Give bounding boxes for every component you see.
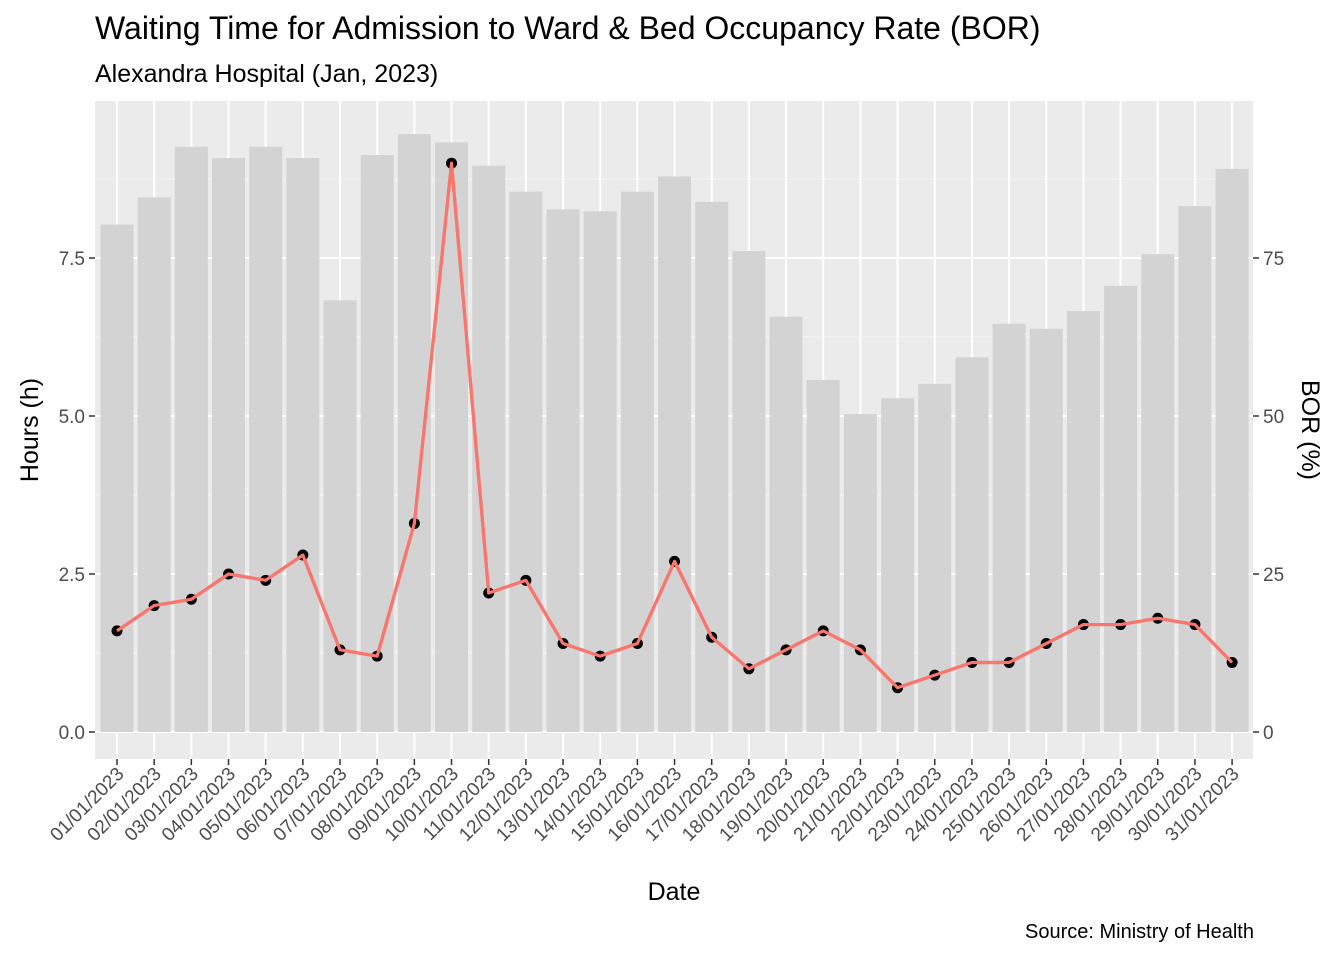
- y2-axis-title: BOR (%): [1296, 380, 1324, 480]
- bar: [397, 134, 431, 733]
- bar: [360, 154, 394, 732]
- y2-tick-label: 0: [1263, 723, 1274, 744]
- bar: [658, 176, 692, 733]
- bar: [1029, 328, 1063, 732]
- bar: [100, 224, 134, 732]
- bar: [843, 414, 877, 732]
- y-tick-label: 5.0: [59, 407, 85, 428]
- bar: [732, 251, 766, 732]
- x-axis: 01/01/202302/01/202303/01/202304/01/2023…: [46, 759, 1244, 846]
- x-axis-title: Date: [648, 878, 701, 906]
- bar: [1141, 254, 1175, 732]
- bar: [323, 300, 357, 732]
- bar: [212, 158, 246, 733]
- y-tick-label: 0.0: [59, 723, 85, 744]
- bar: [769, 316, 803, 732]
- bar: [1178, 206, 1212, 732]
- bar: [955, 357, 989, 732]
- waiting-time-line-overlay: [116, 161, 1234, 690]
- bar: [509, 191, 543, 732]
- y2-tick-label: 50: [1263, 407, 1284, 428]
- chart-caption: Source: Ministry of Health: [1025, 921, 1254, 943]
- bar: [881, 398, 915, 732]
- y2-tick-label: 75: [1263, 249, 1284, 270]
- point-series: [111, 157, 1238, 694]
- bar: [695, 201, 729, 732]
- bar: [137, 197, 171, 732]
- y-axis-left: 0.0 2.5 5.0 7.5: [59, 249, 95, 744]
- bar: [546, 209, 580, 732]
- bar: [174, 146, 208, 732]
- bar: [249, 146, 283, 732]
- y-tick-label: 7.5: [59, 249, 85, 270]
- bar: [1104, 285, 1138, 732]
- bar: [583, 211, 617, 732]
- bar: [1066, 311, 1100, 732]
- bar: [620, 191, 654, 732]
- bar: [806, 379, 840, 732]
- chart-title: Waiting Time for Admission to Ward & Bed…: [95, 10, 1041, 46]
- bar: [435, 142, 469, 732]
- bar: [286, 158, 320, 733]
- bar: [992, 323, 1026, 732]
- y2-tick-label: 25: [1263, 565, 1284, 586]
- y-axis-right: 0 25 50 75: [1253, 249, 1284, 744]
- y-tick-label: 2.5: [59, 565, 85, 586]
- bar: [1215, 168, 1249, 732]
- bar-series: [100, 134, 1249, 733]
- chart-subtitle: Alexandra Hospital (Jan, 2023): [95, 60, 439, 88]
- y-axis-title: Hours (h): [16, 378, 44, 482]
